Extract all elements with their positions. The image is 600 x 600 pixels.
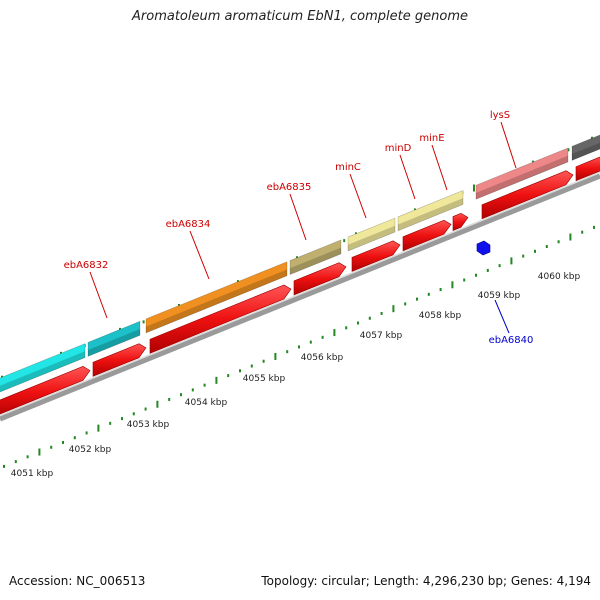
- gene-block: [571, 134, 600, 161]
- gene-label: lysS: [490, 110, 510, 121]
- scale-label: 4057 kbp: [360, 331, 403, 341]
- gene-leader-line: [500, 121, 517, 169]
- gene-leader-line: [289, 193, 307, 241]
- gene-block: [347, 217, 396, 252]
- feature-label: ebA6840: [489, 335, 534, 346]
- scale-label: 4060 kbp: [538, 272, 581, 282]
- genome-backbone-highlight: [0, 171, 600, 417]
- genome-backbone: [0, 173, 600, 422]
- scale-label: 4055 kbp: [243, 374, 286, 384]
- scale-label: 4054 kbp: [185, 398, 228, 408]
- gene-block-shade: [476, 155, 568, 200]
- gene-leader-line: [349, 173, 367, 219]
- cds-arrow: [0, 366, 91, 415]
- cds-arrow: [351, 240, 401, 272]
- feature-marker: [476, 240, 491, 256]
- cds-arrow: [149, 284, 292, 354]
- gene-block: [475, 147, 569, 200]
- cds-arrow: [452, 212, 469, 231]
- gene-block-shade: [398, 198, 463, 231]
- cds-arrow: [293, 262, 347, 296]
- gene-leader-line: [431, 144, 448, 191]
- gene-block: [0, 343, 86, 393]
- genome-summary-text: Topology: circular; Length: 4,296,230 bp…: [261, 574, 591, 588]
- scale-label: 4056 kbp: [301, 353, 344, 363]
- scale-label: 4058 kbp: [419, 311, 462, 321]
- gene-block: [87, 320, 141, 357]
- feature-leader-line: [494, 299, 510, 334]
- gene-leader-line: [89, 271, 108, 319]
- map-title: Aromatoleum aromaticum EbN1, complete ge…: [132, 9, 468, 24]
- gene-label: minE: [419, 133, 444, 144]
- gene-block: [289, 239, 342, 275]
- gene-block-shade: [88, 329, 140, 357]
- gene-block-shade: [146, 269, 287, 333]
- cds-arrow: [402, 219, 452, 252]
- gene-label: ebA6832: [64, 260, 109, 271]
- cds-arrow: [575, 156, 600, 182]
- gene-block: [145, 261, 288, 334]
- gene-leader-line: [189, 230, 210, 280]
- gene-block-shade: [572, 142, 600, 161]
- scale-label: 4053 kbp: [127, 420, 170, 430]
- scale-label: 4052 kbp: [69, 445, 112, 455]
- scale-label: 4051 kbp: [11, 469, 54, 479]
- cds-arrow: [92, 343, 147, 377]
- scale-label: 4059 kbp: [478, 291, 521, 301]
- gene-block-shade: [290, 247, 341, 275]
- gene-label: minC: [335, 162, 361, 173]
- gene-block-shade: [348, 225, 395, 252]
- cds-arrow: [481, 170, 574, 220]
- gene-label: ebA6835: [267, 182, 312, 193]
- accession-text: Accession: NC_006513: [9, 574, 146, 588]
- gene-label: ebA6834: [166, 219, 211, 230]
- gene-block-shade: [0, 351, 85, 392]
- gene-block: [397, 190, 464, 232]
- gene-label: minD: [385, 143, 412, 154]
- gene-leader-line: [399, 154, 416, 200]
